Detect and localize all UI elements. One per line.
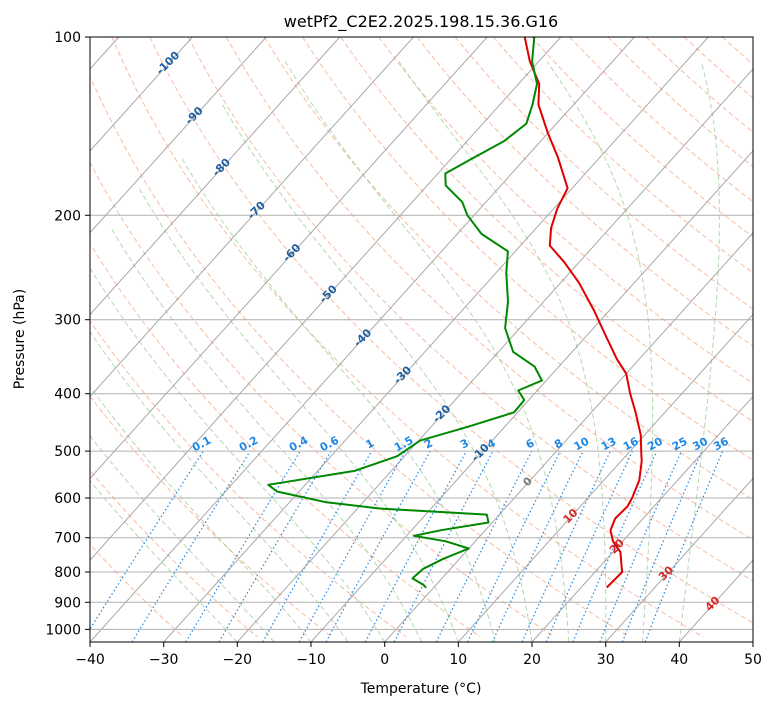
- y-tick-label: 800: [54, 565, 81, 581]
- isotherm-line: [384, 232, 753, 642]
- moist-adiabat: [546, 61, 654, 642]
- dry-adiabat: [493, 37, 753, 274]
- x-tick-label: 0: [380, 652, 389, 668]
- isotherm-line: [90, 37, 562, 561]
- mixing-ratio-label: 30: [690, 435, 710, 454]
- mixing-ratio-line: [364, 450, 467, 642]
- mixing-ratio-label: 25: [670, 435, 690, 454]
- dry-adiabat: [187, 37, 753, 582]
- isotherm-line: [457, 313, 753, 642]
- isotherm-line: [90, 37, 193, 152]
- x-tick-label: 50: [744, 652, 762, 668]
- isotherm-line: [310, 150, 753, 642]
- mixing-ratio-line: [621, 450, 703, 642]
- y-tick-label: 300: [54, 313, 81, 329]
- mixing-ratio-label: 36: [711, 435, 731, 454]
- mixing-ratio-line: [90, 450, 204, 631]
- mixing-ratio-line: [599, 450, 682, 642]
- mixing-ratio-line: [298, 450, 406, 642]
- moist-adiabat: [678, 61, 720, 642]
- moist-adiabat: [110, 227, 422, 642]
- dry-adiabat: [378, 37, 753, 385]
- isotherm-line: [90, 37, 267, 234]
- moist-adiabat: [90, 480, 238, 642]
- mixing-ratio-line: [572, 450, 658, 642]
- mixing-ratio-label: 13: [599, 435, 619, 454]
- dry-adiabat: [340, 37, 753, 423]
- isotherm-line: [531, 395, 753, 642]
- dry-adiabat: [416, 37, 753, 347]
- mixing-ratio-line: [545, 450, 634, 642]
- y-tick-label: 600: [54, 491, 81, 507]
- dry-adiabat: [607, 37, 753, 168]
- moist-adiabat: [90, 331, 349, 642]
- chart-title: wetPf2_C2E2.2025.198.15.36.G16: [284, 12, 558, 32]
- x-tick-label: 10: [449, 652, 467, 668]
- dry-adiabat: [111, 37, 704, 638]
- plot-frame: [89, 36, 754, 643]
- mixing-ratio-line: [325, 450, 431, 642]
- x-tick-label: −30: [149, 652, 179, 668]
- dry-adiabat: [90, 75, 630, 638]
- mixing-ratio-label: 16: [621, 435, 641, 454]
- x-tick-label: 20: [523, 652, 541, 668]
- mixing-ratio-line: [644, 450, 724, 642]
- isotherm-line: [90, 37, 414, 398]
- x-tick-label: −40: [75, 652, 105, 668]
- dry-adiabat: [149, 37, 753, 624]
- y-axis-label: Pressure (hPa): [12, 289, 28, 389]
- dry-adiabat: [225, 37, 753, 541]
- dry-adiabat: [90, 320, 407, 638]
- y-tick-label: 500: [54, 444, 81, 460]
- dry-adiabat: [264, 37, 753, 501]
- x-axis-ticks: −40 −30 −20 −10 0 10 20 30 40 50: [75, 642, 762, 668]
- dry-adiabat: [302, 37, 753, 461]
- isotherm-line: [90, 37, 488, 480]
- mixing-ratio-label: 20: [645, 435, 665, 454]
- x-axis-label: Temperature (°C): [360, 681, 482, 697]
- isotherm-line: [163, 37, 709, 642]
- moist-adiabat: [90, 267, 386, 642]
- plot-background: [90, 37, 753, 642]
- x-tick-label: 30: [597, 652, 615, 668]
- moist-adiabat: [221, 104, 533, 642]
- x-tick-label: −20: [223, 652, 253, 668]
- y-tick-label: 900: [54, 595, 81, 611]
- moist-adiabat: [398, 61, 607, 642]
- y-tick-label: 1000: [45, 622, 81, 638]
- moist-adiabat: [90, 435, 275, 642]
- moist-adiabat: [138, 187, 459, 642]
- moist-adiabat: [284, 61, 570, 642]
- y-tick-label: 200: [54, 208, 81, 224]
- isotherm-line: [90, 37, 341, 316]
- x-tick-label: 40: [670, 652, 688, 668]
- isotherm-line: [605, 477, 753, 642]
- y-axis-ticks: 100 200 300 400 500 600 700 800 900 1000: [45, 30, 90, 638]
- sounding-traces: [267, 37, 643, 589]
- y-tick-label: 700: [54, 531, 81, 547]
- dry-adiabat: [90, 242, 481, 638]
- x-tick-label: −10: [296, 652, 326, 668]
- y-tick-label: 400: [54, 387, 81, 403]
- dry-adiabat: [90, 161, 555, 638]
- dewpoint-line: [267, 37, 543, 589]
- mixing-ratio-label: 10: [572, 435, 592, 454]
- isotherm-line: [90, 37, 635, 642]
- temperature-line: [523, 37, 643, 589]
- y-tick-label: 100: [54, 30, 81, 46]
- moist-adiabat: [90, 386, 312, 642]
- dry-adiabat: [569, 37, 753, 203]
- mixing-ratio-line: [435, 450, 533, 642]
